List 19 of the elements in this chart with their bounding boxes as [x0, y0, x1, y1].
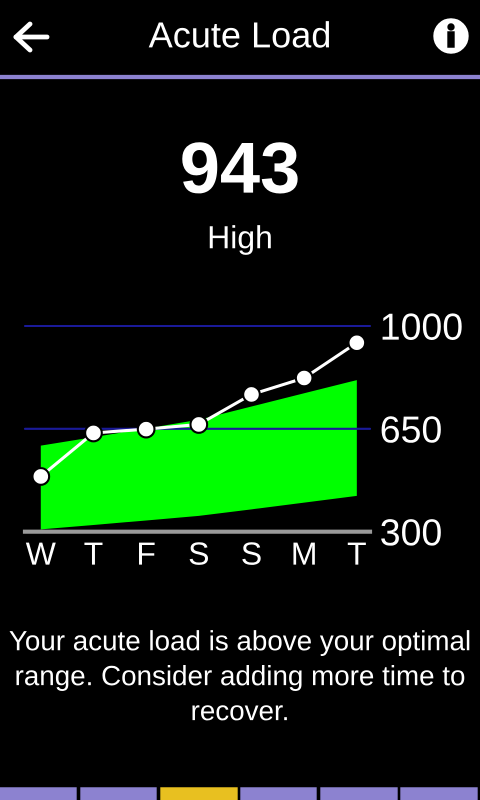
text: Your acute load is above your optimal range. Consider adding more time to recover.	[10, 630, 470, 720]
point	[189, 415, 208, 434]
x-tick-label: S	[190, 542, 208, 565]
text: High	[210, 225, 271, 255]
point	[242, 385, 261, 404]
chart-title: Acute Load	[148, 21, 330, 48]
x-tick-label: T	[348, 542, 366, 565]
x-tick-label: M	[293, 542, 315, 565]
x-tick-label: W	[26, 542, 56, 565]
point	[84, 424, 103, 442]
x-tick-label: F	[139, 542, 155, 565]
point	[294, 368, 314, 388]
x-tick-label: S	[242, 542, 261, 565]
x-tick-label: T	[84, 542, 102, 565]
y-tick-label: 300	[381, 519, 441, 546]
y-tick-label: 650	[382, 416, 441, 443]
y-tick-label: 1000	[382, 313, 462, 340]
point	[136, 420, 156, 439]
text: 943	[182, 142, 298, 194]
